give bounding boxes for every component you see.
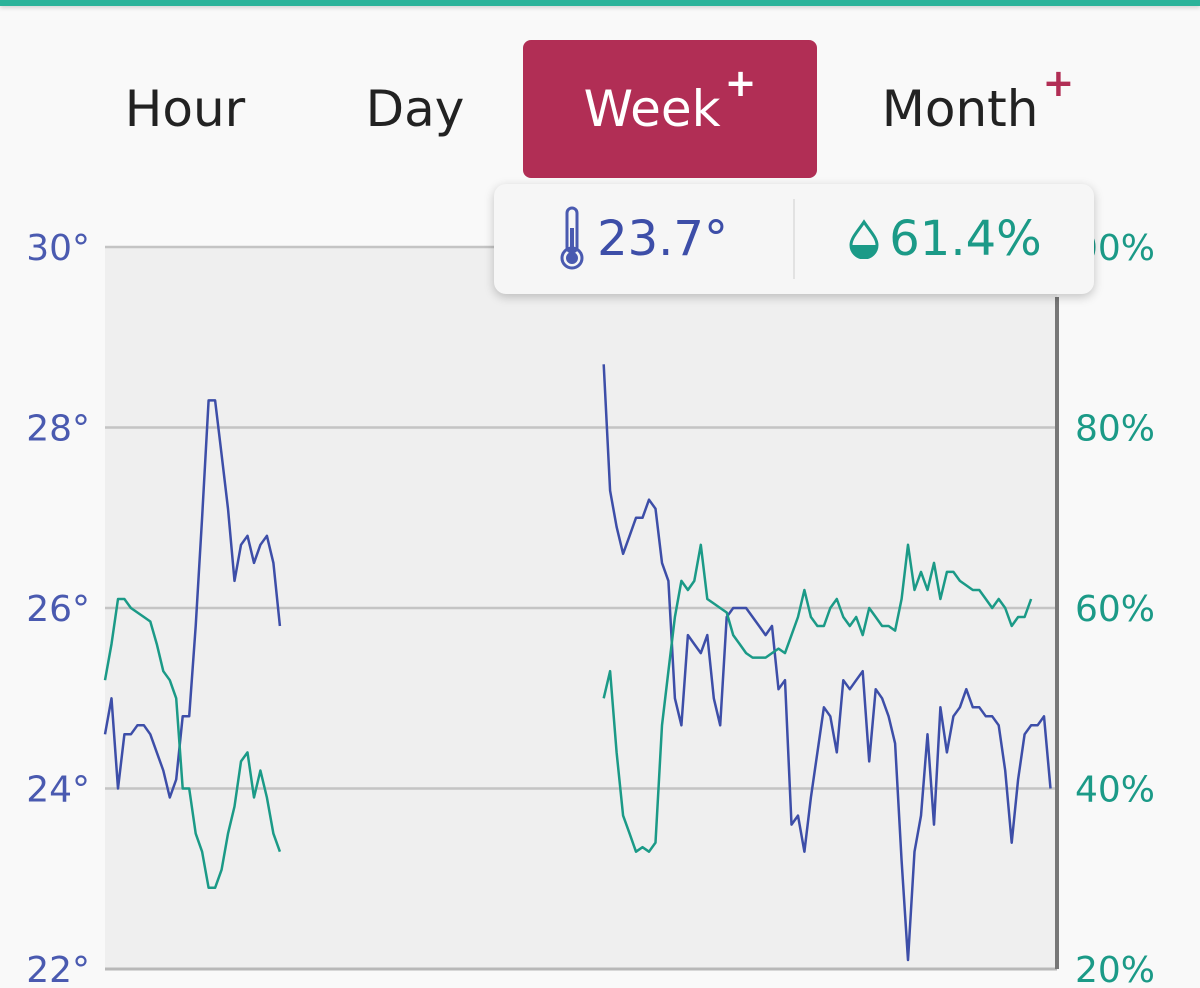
right-tick-label: 80%: [1075, 409, 1155, 450]
tab-month-plus-badge: +: [1042, 61, 1075, 105]
period-tabs: Hour Day Week + Month +: [0, 40, 1200, 180]
tab-month[interactable]: Month +: [848, 40, 1108, 178]
left-tick-label: 22°: [26, 950, 90, 988]
left-tick-label: 28°: [26, 409, 90, 450]
tab-hour-label: Hour: [124, 80, 246, 138]
tab-day[interactable]: Day: [335, 40, 495, 178]
tooltip-temperature-value: 23.7°: [597, 211, 728, 267]
tab-month-label: Month: [881, 80, 1039, 138]
tab-week-label: Week: [583, 80, 721, 138]
tooltip-humidity: 61.4%: [795, 184, 1094, 294]
water-drop-icon: [849, 219, 879, 259]
right-tick-label: 20%: [1075, 950, 1155, 988]
tab-week[interactable]: Week +: [523, 40, 817, 178]
humidity-series-line: [602, 543, 1033, 853]
tooltip-temperature: 23.7°: [494, 184, 793, 294]
right-tick-label: 40%: [1075, 770, 1155, 811]
tab-hour[interactable]: Hour: [95, 40, 275, 178]
temperature-series-line: [103, 399, 282, 799]
right-tick-label: 60%: [1075, 589, 1155, 630]
thermometer-icon: [560, 206, 584, 270]
tooltip-divider: [793, 199, 795, 279]
tab-day-label: Day: [365, 80, 465, 138]
left-tick-label: 30°: [26, 228, 90, 269]
value-tooltip: 23.7° 61.4%: [494, 184, 1094, 294]
left-tick-label: 24°: [26, 770, 90, 811]
temperature-series-line: [602, 364, 1052, 962]
top-accent-bar: [0, 0, 1200, 6]
humidity-series-line: [103, 597, 282, 890]
tab-week-plus-badge: +: [724, 61, 757, 105]
left-tick-label: 26°: [26, 589, 90, 630]
tooltip-humidity-value: 61.4%: [889, 211, 1042, 267]
